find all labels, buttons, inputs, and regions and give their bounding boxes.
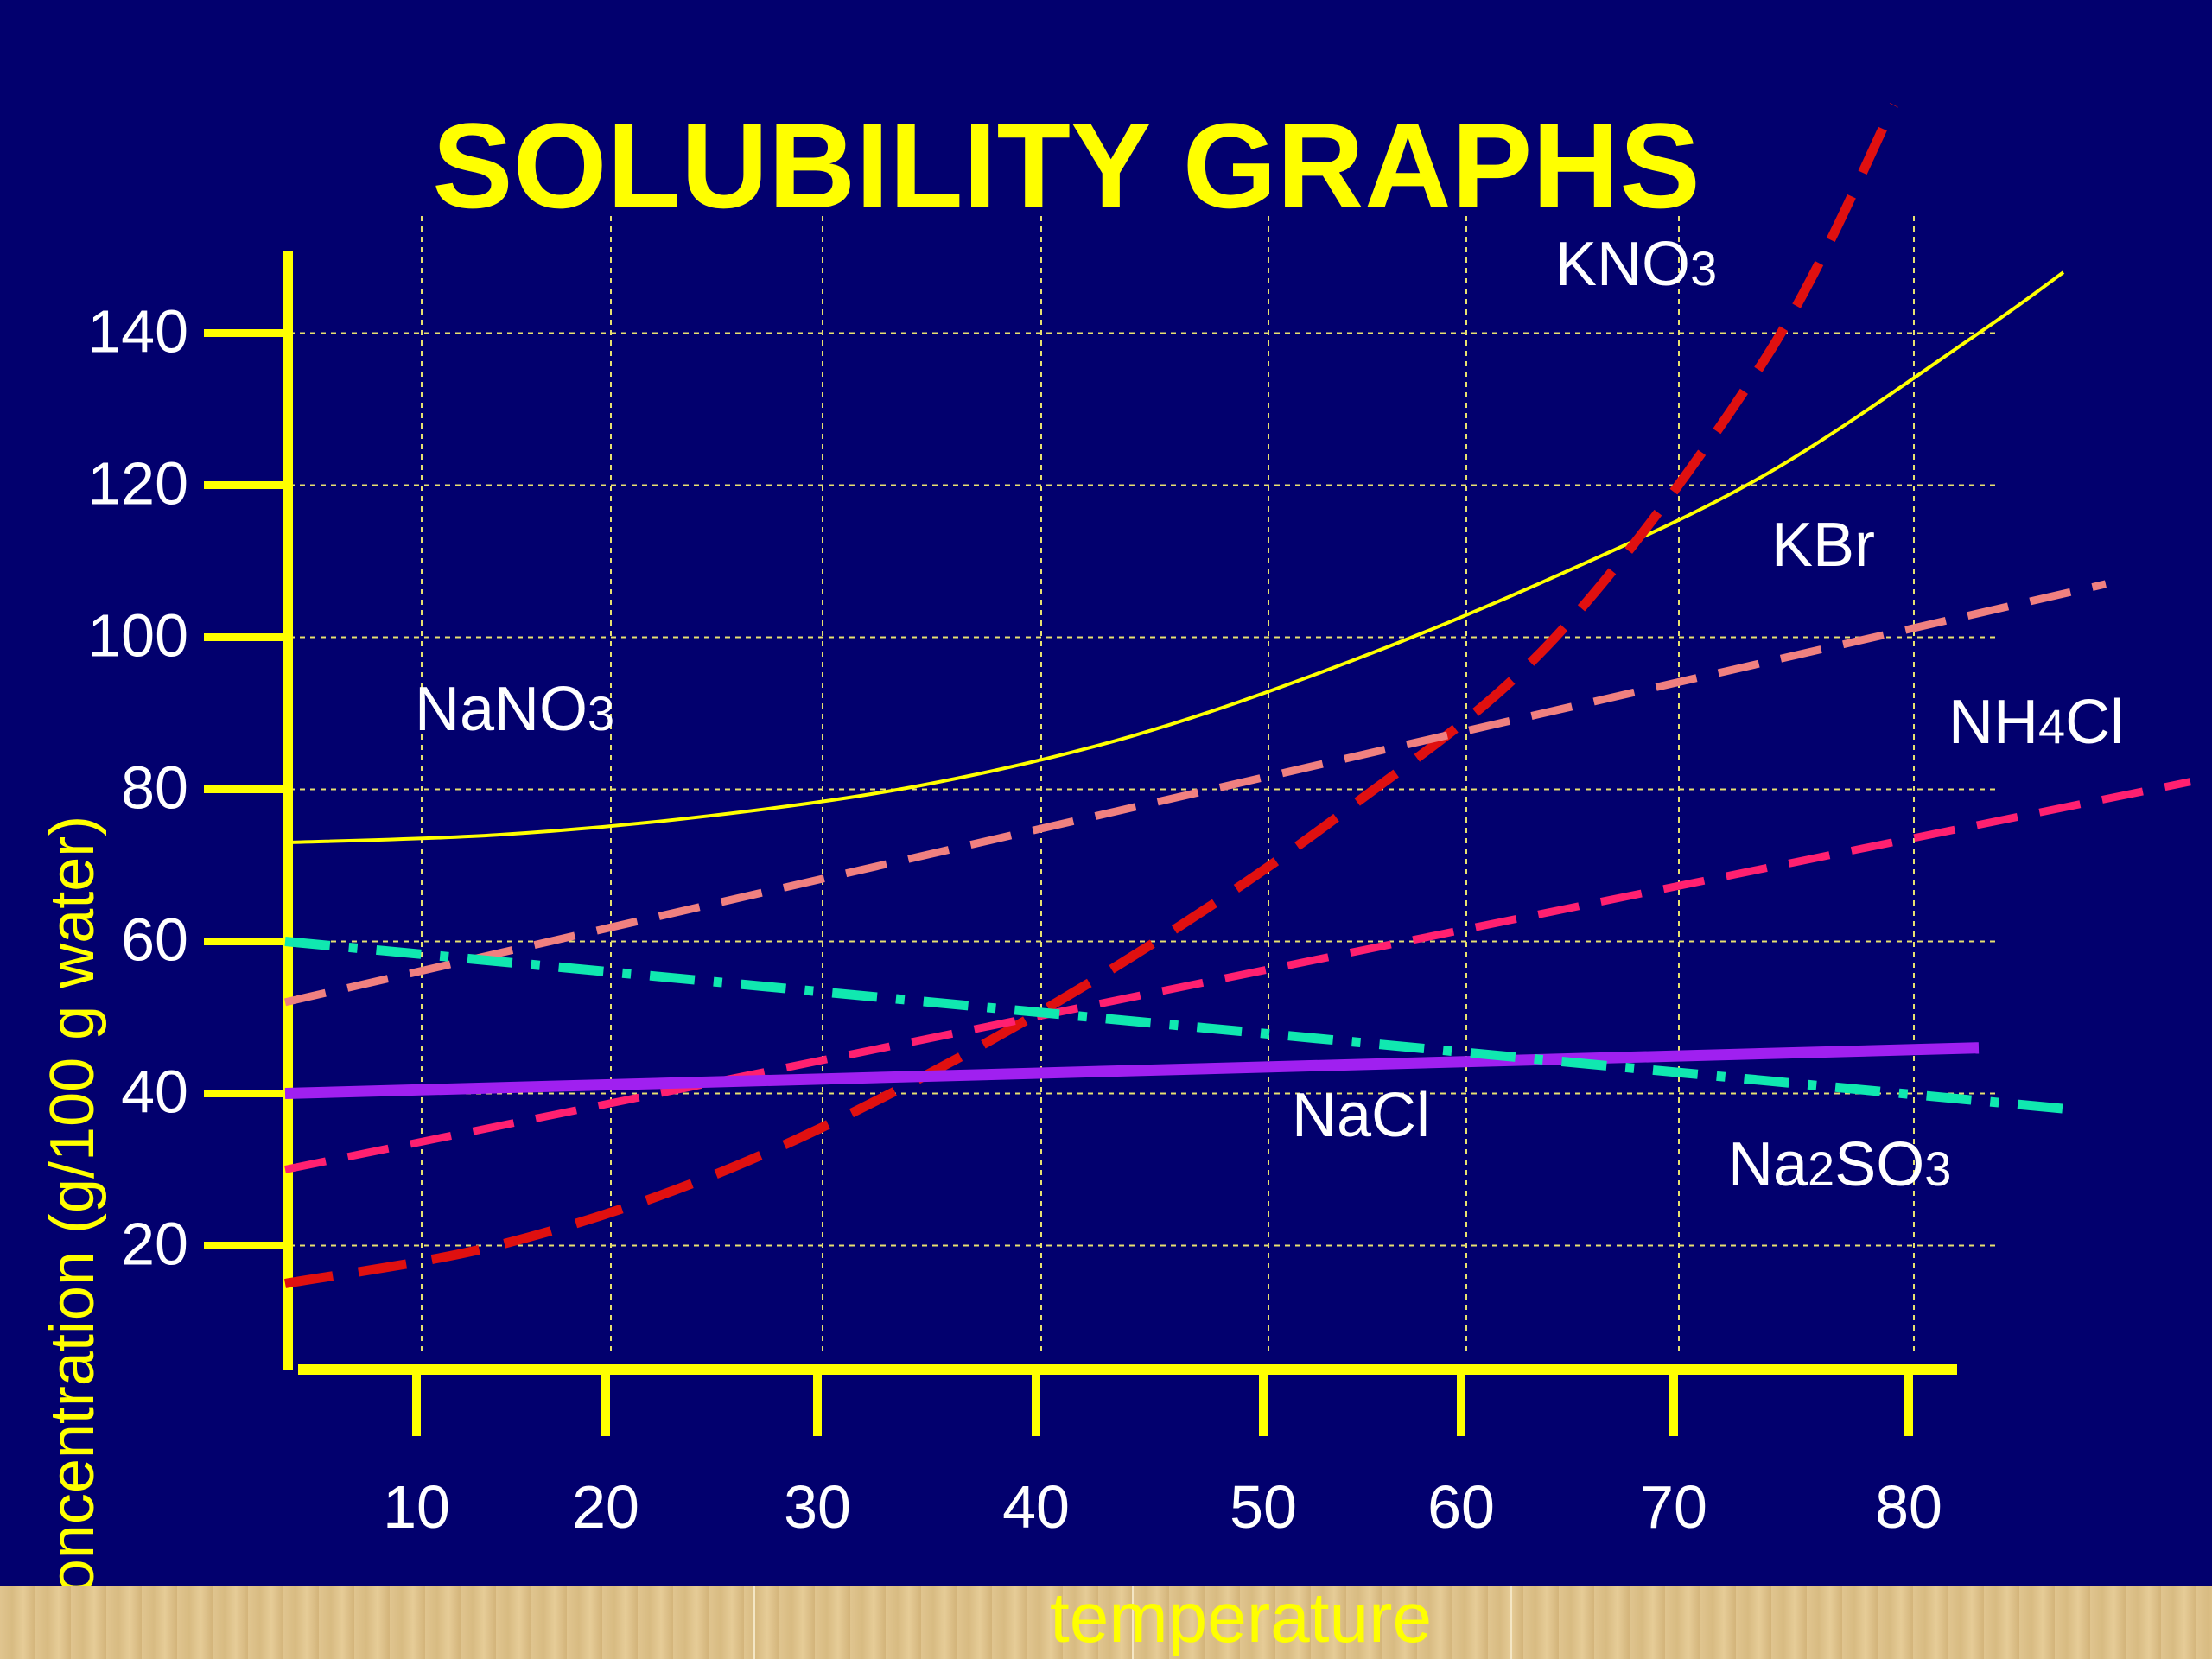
grid-lines [289,216,1996,1352]
series-line-nacl [284,1042,1980,1099]
y-tick-label-40: 40 [121,1058,188,1126]
series-label-nano3: NaNO3 [415,675,614,744]
series-lines [283,103,2191,1288]
series-line-nh4cl [284,778,2191,1173]
y-tick-label-100: 100 [87,602,188,670]
x-tick-label-30: 30 [784,1473,851,1541]
series-label-na2so3: Na2SO3 [1728,1130,1951,1199]
x-tick-label-40: 40 [1002,1473,1070,1541]
y-tick-label-140: 140 [87,298,188,365]
series-labels: NaNO3 KNO3 KBr NH4Cl NaCl Na2SO3 [415,230,2124,1199]
y-tick-label-20: 20 [121,1211,188,1278]
footer-band [0,1586,2212,1659]
y-axis-label: Concentration (g/100 g water) [38,816,107,1639]
series-label-kno3: KNO3 [1555,230,1717,299]
x-tick-label-60: 60 [1427,1473,1495,1541]
y-tick-label-60: 60 [121,906,188,974]
chart-title: SOLUBILITY GRAPHS [432,98,1700,233]
series-label-nacl: NaCl [1292,1081,1430,1150]
x-tick-label-10: 10 [383,1473,450,1541]
series-label-kbr: KBr [1771,511,1875,580]
x-tick-label-70: 70 [1640,1473,1707,1541]
series-line-na2so3 [284,937,2064,1114]
series-line-nano3 [284,270,2065,845]
x-tick-label-20: 20 [572,1473,639,1541]
axes: 20 40 60 80 100 120 140 10 20 30 40 50 60 70 80 [87,251,1957,1541]
y-tick-label-80: 80 [121,754,188,822]
x-tick-label-50: 50 [1230,1473,1297,1541]
x-tick-label-80: 80 [1875,1473,1942,1541]
series-line-kno3 [284,103,1898,1288]
x-axis-label: temperature [1050,1579,1432,1657]
series-label-nh4cl: NH4Cl [1948,688,2124,757]
series-line-kbr [283,580,2107,1007]
y-tick-label-120: 120 [87,450,188,518]
